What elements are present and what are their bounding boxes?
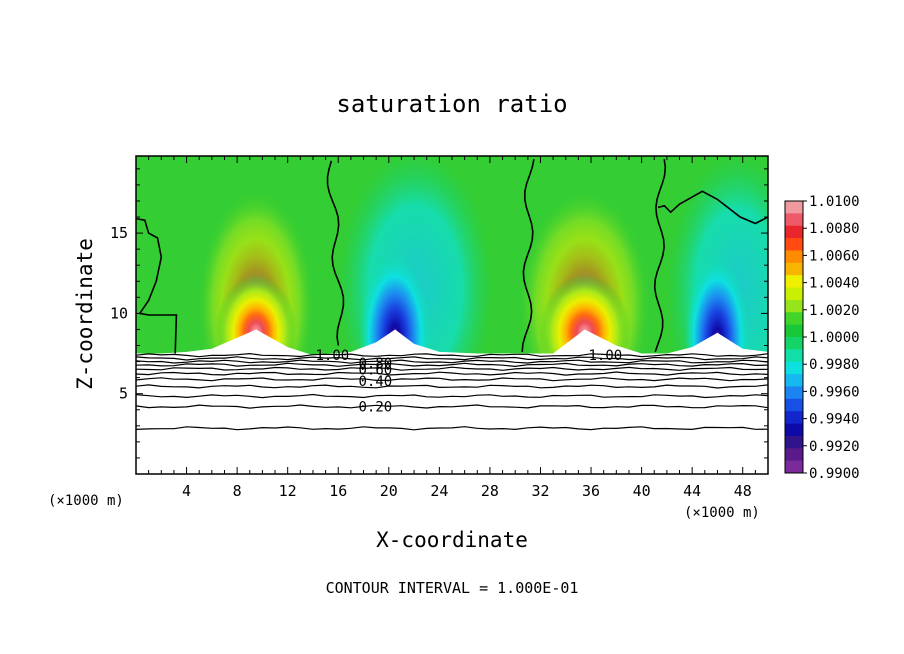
x-axis-ticks: 4 8 12 16 20 24 28 32 36 40 44 48 bbox=[148, 156, 756, 500]
contour-label: 0.20 bbox=[359, 400, 393, 416]
contour-line bbox=[136, 366, 768, 371]
contour-labels: 1.00 0.800.600.40 0.20 1.00 bbox=[316, 348, 623, 415]
contour-line bbox=[136, 377, 768, 382]
contour-line bbox=[136, 371, 768, 376]
colorbar-swatch bbox=[785, 460, 803, 474]
colorbar: 1.0100 1.0080 1.0060 1.0040 1.0020 1.0000 0.99… bbox=[784, 194, 860, 482]
contour-line bbox=[136, 359, 768, 364]
x-tick-label: 4 bbox=[182, 482, 191, 500]
y-axis-ticks: 5 10 15 bbox=[110, 168, 768, 459]
y-tick-label: 10 bbox=[110, 304, 128, 322]
x-unit-label-left: (×1000 m) bbox=[48, 493, 124, 509]
contour-line bbox=[326, 160, 345, 346]
colorbar-swatch bbox=[785, 262, 803, 276]
colorbar-tick-label: 0.9900 bbox=[809, 466, 860, 482]
y-tick-label: 15 bbox=[110, 224, 128, 242]
colorbar-tick-label: 0.9920 bbox=[809, 439, 860, 455]
colorbar-swatch bbox=[785, 448, 803, 462]
x-tick-label: 8 bbox=[233, 482, 242, 500]
contour-line bbox=[657, 190, 768, 225]
colorbar-tick-label: 1.0060 bbox=[809, 248, 860, 264]
colorbar-tick-label: 1.0100 bbox=[809, 194, 860, 210]
x-tick-label: 44 bbox=[683, 482, 701, 500]
x-tick-label: 48 bbox=[734, 482, 752, 500]
contour-interval-note: CONTOUR INTERVAL = 1.000E-01 bbox=[326, 579, 579, 597]
contour-line bbox=[136, 352, 768, 358]
x-tick-label: 16 bbox=[329, 482, 347, 500]
colorbar-swatch bbox=[785, 238, 803, 251]
colorbar-swatch bbox=[785, 337, 803, 350]
colorbar-swatch bbox=[785, 386, 803, 400]
colorbar-swatch bbox=[785, 275, 803, 288]
colorbar-tick-label: 1.0020 bbox=[809, 303, 860, 319]
colorbar-swatch bbox=[785, 213, 803, 227]
x-tick-label: 28 bbox=[481, 482, 499, 500]
contour-line bbox=[136, 362, 768, 368]
x-tick-label: 32 bbox=[531, 482, 549, 500]
colorbar-tick-label: 0.9980 bbox=[809, 357, 860, 373]
colorbar-tick-label: 0.9960 bbox=[809, 384, 860, 400]
y-tick-label: 5 bbox=[119, 385, 128, 403]
colorbar-swatch bbox=[785, 287, 803, 301]
colorbar-swatch bbox=[785, 324, 803, 338]
contour-line bbox=[136, 404, 768, 409]
x-tick-label: 20 bbox=[380, 482, 398, 500]
contour-line bbox=[136, 393, 768, 399]
contour-label: 1.00 bbox=[316, 348, 350, 364]
contour-line bbox=[136, 426, 768, 431]
chart-title: saturation ratio bbox=[336, 90, 567, 118]
colorbar-tick-label: 1.0040 bbox=[809, 276, 860, 292]
colorbar-swatch bbox=[785, 250, 803, 264]
contour-lines bbox=[136, 159, 768, 431]
colorbar-tick-label: 1.0000 bbox=[809, 330, 860, 346]
colorbar-swatch bbox=[785, 201, 803, 214]
colorbar-swatch bbox=[785, 225, 803, 239]
x-tick-label: 36 bbox=[582, 482, 600, 500]
x-tick-label: 40 bbox=[633, 482, 651, 500]
contour-label: 0.80 bbox=[359, 356, 393, 372]
colorbar-swatch bbox=[785, 411, 803, 424]
x-unit-label-right: (×1000 m) bbox=[684, 505, 760, 521]
contour-line bbox=[136, 384, 768, 389]
x-axis-label: X-coordinate bbox=[376, 528, 528, 552]
x-tick-label: 12 bbox=[279, 482, 297, 500]
x-tick-label: 24 bbox=[430, 482, 448, 500]
colorbar-swatch bbox=[785, 361, 803, 375]
contour-line bbox=[136, 356, 768, 361]
contour-label: 0.60 bbox=[359, 363, 393, 379]
colorbar-tick-label: 0.9940 bbox=[809, 412, 860, 428]
contour-line bbox=[136, 217, 178, 354]
y-axis-label: Z-coordinate bbox=[73, 238, 97, 390]
colorbar-swatch bbox=[785, 312, 803, 326]
contour-label: 1.00 bbox=[589, 348, 623, 364]
colorbar-swatch bbox=[785, 398, 803, 412]
colorbar-swatch bbox=[785, 423, 803, 437]
contour-line bbox=[521, 159, 535, 352]
contour-label: 0.40 bbox=[359, 374, 393, 390]
plot-area: 1.00 0.800.600.40 0.20 1.00 bbox=[136, 156, 768, 474]
colorbar-swatch bbox=[785, 299, 803, 313]
colorbar-swatch bbox=[785, 349, 803, 363]
contour-line bbox=[653, 159, 667, 353]
colorbar-swatch bbox=[785, 435, 803, 449]
colorbar-tick-label: 1.0080 bbox=[809, 221, 860, 237]
colorbar-swatch bbox=[785, 374, 803, 387]
